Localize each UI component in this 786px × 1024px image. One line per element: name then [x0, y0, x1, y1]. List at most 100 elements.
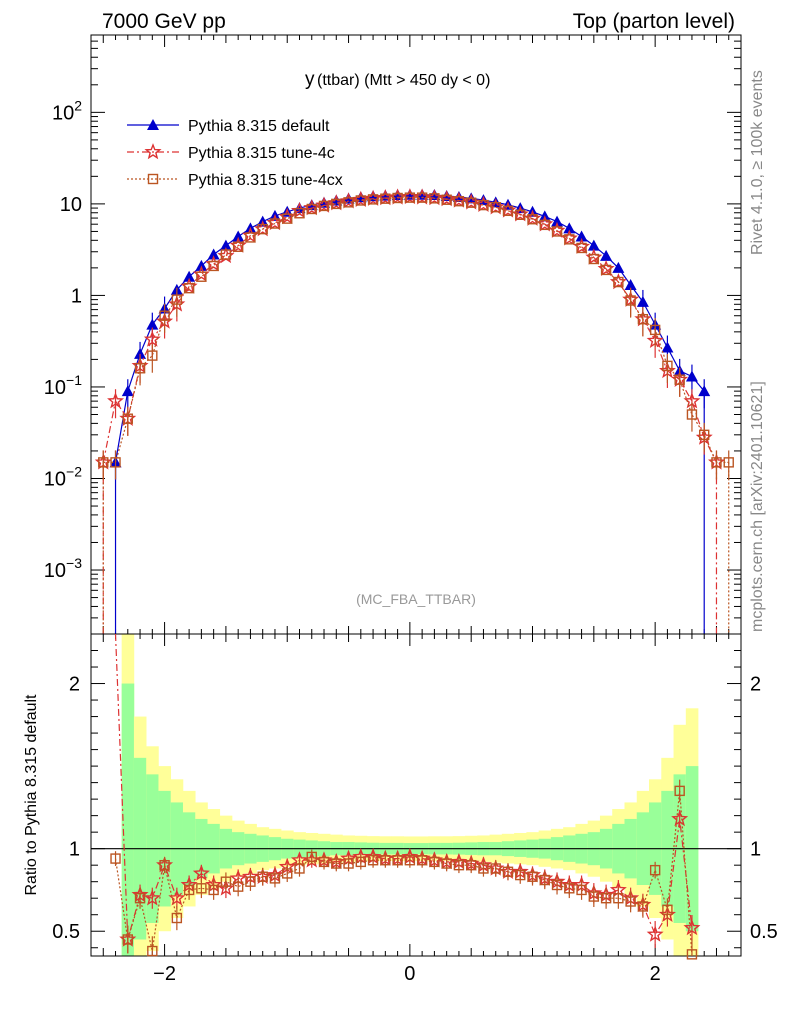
- marker-square: [183, 884, 195, 896]
- marker-square: [711, 457, 722, 468]
- marker-square: [588, 891, 600, 902]
- marker-square: [147, 945, 158, 957]
- marker-square: [220, 249, 232, 260]
- energy-label: 7000 GeV pp: [102, 10, 226, 33]
- ratio-tick-label-right: 2: [750, 674, 761, 696]
- marker-square: [416, 192, 428, 203]
- marker-square: [367, 855, 379, 866]
- marker-square: [196, 271, 207, 282]
- marker-square: [306, 203, 317, 215]
- marker-square: [208, 884, 219, 896]
- marker-triangle: [661, 341, 674, 353]
- marker-square: [429, 856, 440, 868]
- marker-square: [331, 858, 342, 869]
- marker-square: [429, 193, 440, 204]
- marker-square: [564, 234, 575, 245]
- marker-square: [306, 851, 317, 863]
- marker-square: [294, 208, 305, 219]
- marker-square: [686, 949, 698, 960]
- marker-square: [245, 232, 256, 243]
- marker-square: [147, 173, 159, 185]
- ratio-panel: −2 0 2 0.5 0.5 1 1 2 2: [52, 633, 778, 985]
- marker-square: [232, 881, 244, 892]
- marker-triangle: [636, 295, 649, 307]
- marker-square: [416, 855, 428, 866]
- marker-square: [649, 324, 661, 336]
- marker-triangle: [121, 385, 134, 397]
- marker-square: [515, 209, 526, 220]
- series-line: [114, 194, 705, 463]
- marker-square: [98, 457, 109, 468]
- marker-square: [331, 198, 342, 210]
- marker-triangle: [146, 318, 159, 330]
- marker-triangle: [551, 215, 564, 227]
- marker-square: [465, 859, 477, 871]
- marker-square: [662, 360, 673, 372]
- y-tick-label: 1: [71, 285, 82, 307]
- marker-square: [637, 901, 649, 912]
- marker-square: [159, 859, 170, 871]
- marker-star: [683, 918, 701, 936]
- marker-square: [282, 213, 293, 224]
- ratio-ylabel: Ratio to Pythia 8.315 default: [23, 694, 40, 896]
- marker-square: [380, 855, 391, 866]
- marker-square: [686, 409, 698, 420]
- marker-square: [196, 883, 207, 894]
- marker-square: [441, 858, 452, 869]
- marker-triangle: [195, 259, 208, 271]
- marker-square: [147, 350, 158, 361]
- marker-star: [192, 864, 210, 881]
- marker-square: [355, 195, 367, 206]
- marker-square: [551, 879, 563, 891]
- marker-triangle: [698, 385, 711, 397]
- marker-square: [490, 202, 501, 213]
- marker-square: [699, 429, 710, 441]
- marker-square: [441, 194, 452, 205]
- marker-square: [674, 374, 685, 385]
- ratio-tick-label: 1: [69, 839, 80, 861]
- marker-square: [453, 859, 465, 871]
- legend-label: Pythia 8.315 tune-4cx: [188, 172, 343, 189]
- marker-square: [404, 855, 416, 866]
- marker-square: [564, 883, 575, 894]
- marker-square: [649, 864, 661, 876]
- marker-square: [723, 457, 734, 468]
- marker-triangle: [563, 222, 576, 234]
- ratio-tick-label: 2: [69, 674, 80, 696]
- plot-title-text: (ttbar) (Mtt > 450 dy < 0): [317, 72, 490, 89]
- marker-square: [245, 876, 256, 887]
- marker-square: [625, 295, 636, 306]
- marker-square: [600, 264, 612, 276]
- marker-triangle: [575, 230, 588, 242]
- marker-square: [269, 873, 281, 884]
- legend-label: Pythia 8.315 default: [188, 118, 330, 135]
- marker-triangle: [147, 119, 159, 130]
- marker-square: [502, 866, 514, 877]
- marker-square: [478, 863, 489, 874]
- marker-star: [671, 809, 689, 827]
- marker-square: [527, 214, 538, 225]
- marker-square: [183, 282, 195, 294]
- main-panel: 10−3 10−2 10−1 1 10 102: [44, 34, 742, 956]
- ratio-tick-label-right: 0.5: [750, 921, 778, 943]
- uncertainty-band-inner: [121, 683, 135, 956]
- marker-square: [551, 226, 563, 237]
- marker-square: [134, 893, 146, 904]
- marker-square: [625, 896, 636, 907]
- marker-square: [318, 856, 330, 868]
- marker-triangle: [587, 239, 600, 251]
- marker-triangle: [624, 278, 637, 290]
- marker-square: [527, 871, 538, 882]
- process-label: Top (parton level): [573, 10, 735, 33]
- marker-triangle: [416, 188, 429, 200]
- marker-square: [588, 253, 600, 265]
- marker-star: [143, 889, 161, 906]
- marker-square: [392, 192, 403, 204]
- marker-square: [232, 241, 244, 252]
- marker-triangle: [232, 230, 245, 242]
- analysis-watermark: (MC_FBA_TTBAR): [356, 591, 476, 607]
- marker-triangle: [183, 270, 196, 282]
- marker-square: [171, 912, 183, 924]
- marker-square: [269, 218, 281, 229]
- marker-square: [613, 893, 624, 904]
